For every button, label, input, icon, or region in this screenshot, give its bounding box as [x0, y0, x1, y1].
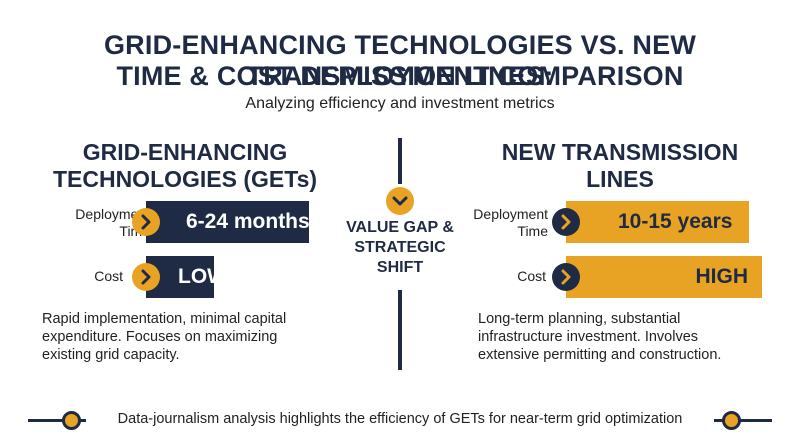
gets-deployment-value: 6-24 months — [186, 210, 310, 233]
gets-cost-value: LOW — [178, 265, 227, 288]
transmission-cost-bar: HIGH — [566, 256, 762, 298]
transmission-cost-label: Cost — [517, 268, 546, 284]
transmission-description-line: infrastructure investment. Involves — [478, 329, 699, 345]
transmission-description: Long-term planning, substantial infrastr… — [478, 310, 778, 364]
title-line-2: TIME & COST DEPLOYMENT COMPARISON — [116, 61, 684, 91]
chevron-right-icon — [132, 208, 160, 236]
value-gap-line: STRATEGIC — [354, 239, 446, 256]
value-gap-label: VALUE GAP & STRATEGIC SHIFT — [340, 218, 460, 278]
gets-description-line: existing grid capacity. — [42, 347, 180, 363]
divider-bottom — [398, 290, 402, 370]
transmission-description-line: extensive permitting and construction. — [478, 347, 722, 363]
gets-description-line: expenditure. Focuses on maximizing — [42, 329, 278, 345]
gets-cost-label: Cost — [94, 268, 123, 284]
chevron-right-icon — [552, 263, 580, 291]
chevron-right-icon — [132, 263, 160, 291]
transmission-deployment-label-line-2: Time — [517, 223, 548, 239]
chevron-right-icon — [552, 208, 580, 236]
footer-dot-right — [722, 411, 741, 430]
transmission-deployment-label: Deployment Time — [430, 206, 548, 240]
transmission-heading: NEW TRANSMISSION LINES — [501, 139, 739, 192]
value-gap-line: SHIFT — [376, 259, 424, 276]
gets-description-line: Rapid implementation, minimal capital — [42, 311, 287, 327]
gets-deployment-label-line-2: Time — [20, 223, 150, 240]
gets-heading-line-1: GRID-ENHANCING — [82, 139, 288, 165]
subtitle: Analyzing efficiency and investment metr… — [245, 95, 555, 112]
gets-deployment-label-line-1: Deployment — [75, 206, 150, 222]
gets-heading: GRID-ENHANCING TECHNOLOGIES (GETs) — [50, 139, 320, 193]
gets-heading-line-2: TECHNOLOGIES (GETs) — [52, 166, 318, 192]
gets-deployment-label: Deployment Time — [20, 206, 150, 240]
transmission-deployment-label-line-1: Deployment — [473, 206, 548, 222]
title-line-1: GRID-ENHANCING TECHNOLOGIES VS. NEW TRAN… — [103, 30, 697, 91]
transmission-cost-value: HIGH — [695, 265, 749, 288]
gets-deployment-bar: 6-24 months — [146, 201, 310, 243]
transmission-description-line: Long-term planning, substantial — [478, 311, 681, 327]
footer-text: Data-journalism analysis highlights the … — [86, 411, 714, 427]
divider-top — [398, 138, 402, 184]
footer-dot-left — [62, 411, 81, 430]
transmission-deployment-bar: 10-15 years — [566, 201, 749, 243]
value-gap-line: VALUE GAP & — [346, 219, 454, 236]
transmission-deployment-value: 10-15 years — [618, 210, 733, 233]
gets-description: Rapid implementation, minimal capital ex… — [42, 310, 342, 364]
chevron-down-icon — [386, 187, 414, 215]
